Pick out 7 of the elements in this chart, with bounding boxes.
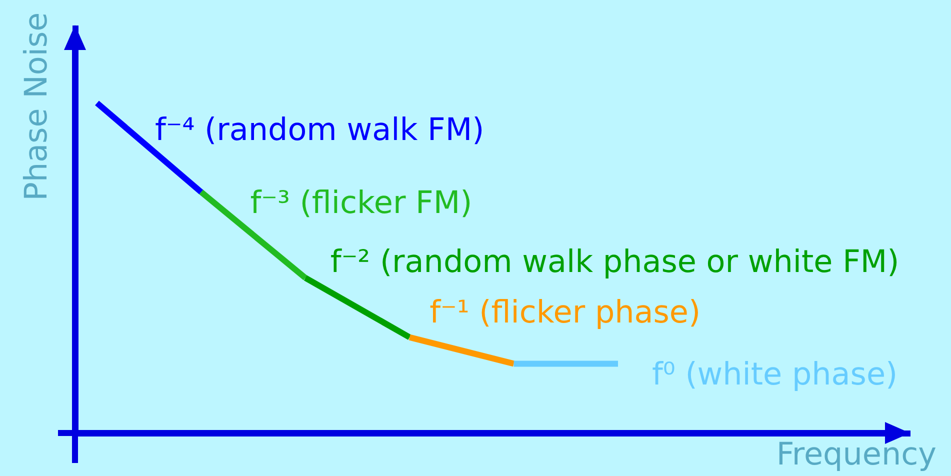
series-label: f⁻⁴ (random walk FM) [155,112,484,148]
series-label: f⁻³ (flicker FM) [250,185,472,222]
series-label: f⁰ (white phase) [652,356,898,393]
y-axis-title: Phase Noise [18,12,54,201]
series-label: f⁻¹ (flicker phase) [430,294,701,330]
series-label: f⁻² (random walk phase or white FM) [330,244,900,280]
x-axis-title: Frequency [776,436,936,472]
